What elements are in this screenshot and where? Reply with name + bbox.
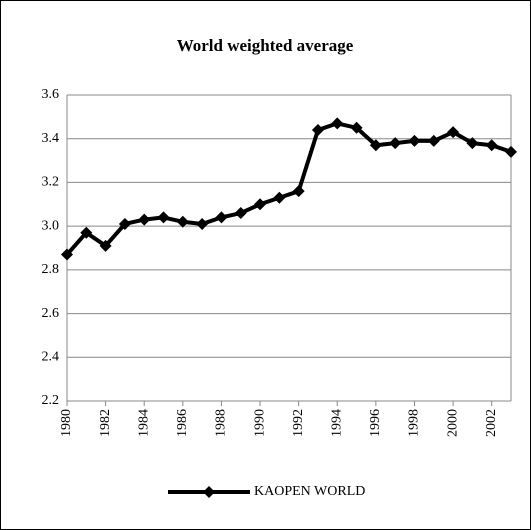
data-marker xyxy=(389,137,402,150)
y-tick-label: 3.6 xyxy=(42,87,60,102)
x-tick-label: 2002 xyxy=(484,409,499,437)
x-tick-label: 1988 xyxy=(214,409,229,437)
data-marker xyxy=(80,226,93,239)
y-tick-label: 2.2 xyxy=(42,393,60,408)
y-tick-label: 3.0 xyxy=(42,218,60,233)
data-marker xyxy=(350,121,363,134)
data-marker xyxy=(369,139,382,152)
data-marker xyxy=(138,213,151,226)
x-tick-label: 1994 xyxy=(329,409,344,437)
x-tick-label: 1990 xyxy=(252,409,267,437)
data-marker xyxy=(254,198,267,211)
x-tick-label: 1998 xyxy=(407,409,422,437)
data-marker xyxy=(466,137,479,150)
data-marker xyxy=(485,139,498,152)
x-tick-label: 1984 xyxy=(136,409,151,437)
data-marker xyxy=(99,239,112,252)
x-tick-label: 1982 xyxy=(98,409,113,437)
data-marker xyxy=(157,211,170,224)
data-marker xyxy=(61,248,73,261)
data-marker xyxy=(447,126,460,139)
x-tick-label: 1980 xyxy=(59,409,74,437)
y-tick-label: 3.4 xyxy=(42,131,60,146)
data-marker xyxy=(273,191,286,204)
y-tick-label: 3.2 xyxy=(42,175,60,190)
data-marker xyxy=(292,185,305,198)
legend-marker xyxy=(203,486,215,498)
data-marker xyxy=(215,211,228,224)
data-marker xyxy=(505,145,517,158)
data-marker xyxy=(311,123,324,136)
x-tick-label: 2000 xyxy=(445,409,460,437)
x-tick-label: 1996 xyxy=(368,409,383,437)
data-marker xyxy=(408,134,421,147)
legend-label: KAOPEN WORLD xyxy=(254,484,365,499)
x-tick-label: 1986 xyxy=(175,409,190,437)
y-tick-label: 2.6 xyxy=(42,306,60,321)
data-marker xyxy=(196,217,209,230)
data-marker xyxy=(331,117,344,130)
y-tick-label: 2.8 xyxy=(42,262,60,277)
data-marker xyxy=(118,217,131,230)
x-tick-label: 1992 xyxy=(291,409,306,437)
data-marker xyxy=(427,134,440,147)
data-marker xyxy=(176,215,189,228)
data-marker xyxy=(234,207,247,220)
y-tick-label: 2.4 xyxy=(42,350,60,365)
chart-title: World weighted average xyxy=(177,36,354,55)
